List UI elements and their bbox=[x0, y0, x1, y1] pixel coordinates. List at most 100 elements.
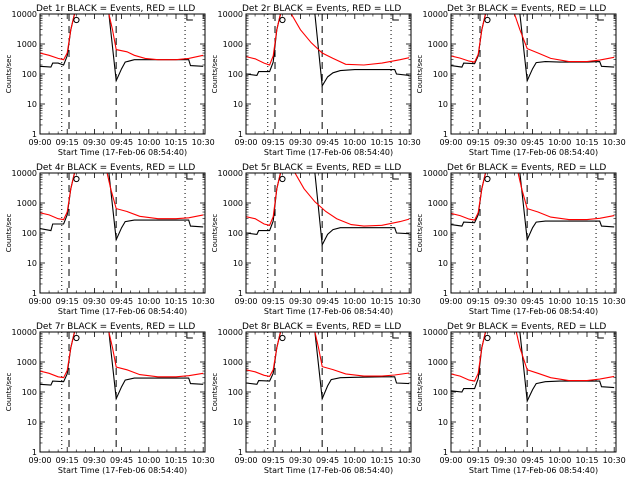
x-tick-label: 10:30 bbox=[603, 297, 626, 306]
top-marker-corner bbox=[597, 332, 604, 339]
y-axis-label: Counts/sec bbox=[211, 214, 219, 253]
x-axis-label: Start Time (17-Feb-06 08:54:40) bbox=[469, 307, 598, 316]
y-tick-label: 1000 bbox=[17, 358, 37, 367]
y-tick-label: 1 bbox=[238, 289, 243, 298]
top-marker-corner bbox=[597, 173, 604, 180]
y-tick-label: 100 bbox=[228, 70, 243, 79]
y-tick-label: 1 bbox=[443, 289, 448, 298]
detector-panel: Det 4r BLACK = Events, RED = LLD Counts/s… bbox=[5, 163, 215, 316]
y-tick-label: 10 bbox=[233, 100, 243, 109]
panel-title: Det 5r BLACK = Events, RED = LLD bbox=[242, 163, 401, 173]
y-axis-label: Counts/sec bbox=[416, 373, 424, 412]
plot-frame bbox=[450, 331, 617, 453]
x-tick-label: 10:30 bbox=[192, 297, 215, 306]
detector-panel: Det 1r BLACK = Events, RED = LLD Counts/s… bbox=[5, 4, 215, 157]
y-tick-label: 1000 bbox=[428, 199, 448, 208]
y-tick-label: 100 bbox=[22, 388, 37, 397]
x-tick-label: 09:45 bbox=[521, 138, 544, 147]
x-axis-label: Start Time (17-Feb-06 08:54:40) bbox=[264, 148, 393, 157]
x-tick-label: 09:00 bbox=[234, 297, 257, 306]
detector-panel: Det 3r BLACK = Events, RED = LLD Counts/s… bbox=[416, 4, 626, 157]
y-tick-label: 1000 bbox=[223, 358, 243, 367]
y-tick-label: 10 bbox=[438, 418, 448, 427]
x-tick-label: 09:30 bbox=[83, 456, 106, 465]
y-tick-label: 1000 bbox=[223, 199, 243, 208]
y-tick-label: 100 bbox=[22, 229, 37, 238]
plot-frame bbox=[39, 13, 206, 135]
y-tick-label: 10 bbox=[438, 100, 448, 109]
y-tick-label: 1 bbox=[32, 289, 37, 298]
x-tick-label: 10:30 bbox=[398, 456, 421, 465]
x-tick-label: 09:30 bbox=[289, 456, 312, 465]
x-tick-label: 09:45 bbox=[110, 138, 133, 147]
plot-frame bbox=[450, 172, 617, 294]
top-marker-corner bbox=[186, 14, 193, 21]
plot-frame bbox=[39, 331, 206, 453]
lld-series-line bbox=[246, 14, 410, 66]
y-axis-label: Counts/sec bbox=[5, 214, 13, 253]
detector-panel: Det 9r BLACK = Events, RED = LLD Counts/s… bbox=[416, 322, 626, 475]
detector-panel: Det 2r BLACK = Events, RED = LLD Counts/s… bbox=[211, 4, 421, 157]
x-tick-label: 09:30 bbox=[289, 297, 312, 306]
panel-title: Det 7r BLACK = Events, RED = LLD bbox=[36, 322, 195, 332]
x-tick-label: 10:00 bbox=[137, 297, 160, 306]
lld-series-line bbox=[451, 14, 615, 63]
y-tick-label: 1 bbox=[32, 448, 37, 457]
x-tick-label: 09:15 bbox=[56, 138, 79, 147]
plot-frame bbox=[245, 331, 412, 453]
x-tick-label: 10:15 bbox=[575, 138, 598, 147]
x-tick-label: 09:15 bbox=[56, 297, 79, 306]
x-tick-label: 09:00 bbox=[439, 297, 462, 306]
panel-title: Det 6r BLACK = Events, RED = LLD bbox=[447, 163, 606, 173]
x-tick-label: 09:00 bbox=[439, 456, 462, 465]
x-axis-label: Start Time (17-Feb-06 08:54:40) bbox=[469, 466, 598, 475]
top-marker-circle bbox=[279, 175, 286, 183]
x-axis-label: Start Time (17-Feb-06 08:54:40) bbox=[264, 466, 393, 475]
y-tick-label: 1 bbox=[32, 130, 37, 139]
y-tick-label: 10000 bbox=[423, 10, 448, 19]
y-tick-label: 10 bbox=[27, 100, 37, 109]
y-tick-label: 1 bbox=[238, 448, 243, 457]
events-series-line bbox=[246, 173, 410, 247]
top-marker-circle bbox=[279, 16, 286, 24]
top-marker-circle bbox=[484, 334, 491, 342]
x-tick-label: 09:15 bbox=[467, 456, 490, 465]
y-tick-label: 1000 bbox=[428, 358, 448, 367]
plot-frame bbox=[245, 13, 412, 135]
detector-panel: Det 5r BLACK = Events, RED = LLD Counts/s… bbox=[211, 163, 421, 316]
y-tick-label: 1000 bbox=[428, 40, 448, 49]
x-tick-label: 10:15 bbox=[164, 297, 187, 306]
x-tick-label: 10:30 bbox=[192, 456, 215, 465]
x-tick-label: 10:00 bbox=[548, 138, 571, 147]
y-tick-label: 10 bbox=[233, 259, 243, 268]
y-tick-label: 1 bbox=[443, 448, 448, 457]
x-tick-label: 09:45 bbox=[521, 297, 544, 306]
panel-title: Det 1r BLACK = Events, RED = LLD bbox=[36, 4, 195, 14]
plot-frame bbox=[39, 172, 206, 294]
lld-series-line bbox=[246, 173, 410, 227]
x-tick-label: 10:30 bbox=[603, 138, 626, 147]
x-axis-label: Start Time (17-Feb-06 08:54:40) bbox=[58, 148, 187, 157]
events-series-line bbox=[246, 14, 410, 88]
x-tick-label: 09:45 bbox=[110, 456, 133, 465]
x-tick-label: 09:45 bbox=[316, 456, 339, 465]
x-tick-label: 09:00 bbox=[28, 456, 51, 465]
y-axis-label: Counts/sec bbox=[416, 214, 424, 253]
y-tick-label: 100 bbox=[433, 229, 448, 238]
x-tick-label: 09:45 bbox=[521, 456, 544, 465]
x-tick-label: 10:15 bbox=[164, 456, 187, 465]
y-tick-label: 1000 bbox=[223, 40, 243, 49]
x-tick-label: 09:30 bbox=[494, 456, 517, 465]
y-tick-label: 10000 bbox=[218, 328, 243, 337]
x-tick-label: 10:15 bbox=[575, 297, 598, 306]
lld-series-line bbox=[246, 332, 410, 378]
y-tick-label: 100 bbox=[228, 388, 243, 397]
top-marker-corner bbox=[392, 173, 399, 180]
x-tick-label: 10:30 bbox=[192, 138, 215, 147]
x-tick-label: 10:30 bbox=[398, 138, 421, 147]
y-tick-label: 10000 bbox=[423, 169, 448, 178]
y-tick-label: 100 bbox=[228, 229, 243, 238]
x-axis-label: Start Time (17-Feb-06 08:54:40) bbox=[469, 148, 598, 157]
x-tick-label: 09:30 bbox=[494, 138, 517, 147]
y-tick-label: 10000 bbox=[218, 169, 243, 178]
